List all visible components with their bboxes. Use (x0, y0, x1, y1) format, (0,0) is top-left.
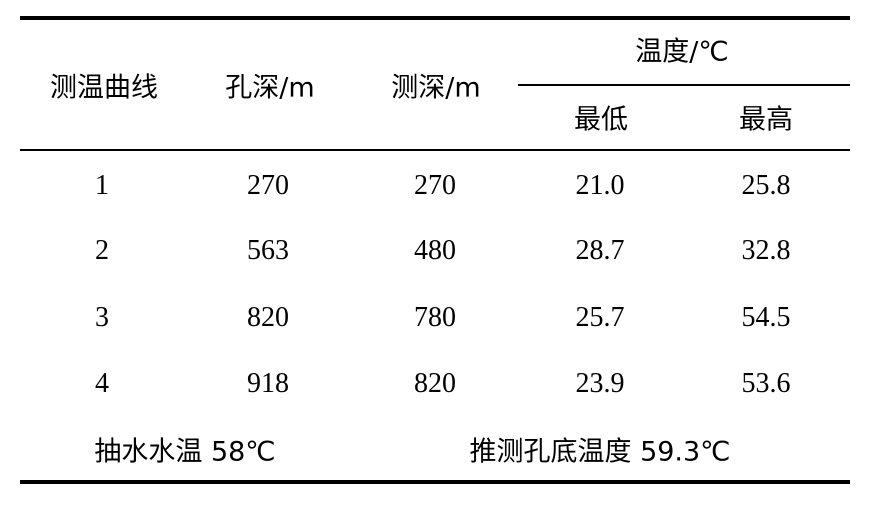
cell-min: 21.0 (575, 170, 625, 201)
cell-min: 23.9 (575, 368, 625, 399)
cell-measured-depth: 270 (414, 170, 456, 201)
cell-curve: 3 (95, 302, 109, 333)
footer-inferred-bottom-temp: 推测孔底温度 59.3℃ (469, 436, 731, 468)
cell-hole-depth: 820 (247, 302, 289, 333)
cell-measured-depth: 820 (414, 368, 456, 399)
header-temperature: 温度/℃ (635, 36, 729, 68)
header-min: 最低 (574, 104, 628, 136)
cell-hole-depth: 918 (247, 368, 289, 399)
cell-measured-depth: 780 (414, 302, 456, 333)
temperature-subheader-rule (518, 84, 850, 86)
cell-measured-depth: 480 (414, 235, 456, 266)
cell-hole-depth: 270 (247, 170, 289, 201)
cell-min: 25.7 (575, 302, 625, 333)
cell-curve: 1 (95, 170, 109, 201)
top-rule (20, 16, 850, 20)
footer-pump-water-temp: 抽水水温 58℃ (94, 436, 276, 468)
header-curve: 测温曲线 (50, 72, 158, 104)
cell-hole-depth: 563 (247, 235, 289, 266)
header-measured-depth: 测深/m (391, 72, 481, 104)
header-hole-depth: 孔深/m (225, 72, 315, 104)
cell-curve: 4 (95, 368, 109, 399)
cell-max: 54.5 (741, 302, 791, 333)
cell-max: 32.8 (741, 235, 791, 266)
bottom-rule (20, 480, 850, 484)
cell-min: 28.7 (575, 235, 625, 266)
header-bottom-rule (20, 149, 850, 151)
cell-max: 25.8 (741, 170, 791, 201)
cell-curve: 2 (95, 235, 109, 266)
cell-max: 53.6 (741, 368, 791, 399)
header-max: 最高 (739, 104, 793, 136)
